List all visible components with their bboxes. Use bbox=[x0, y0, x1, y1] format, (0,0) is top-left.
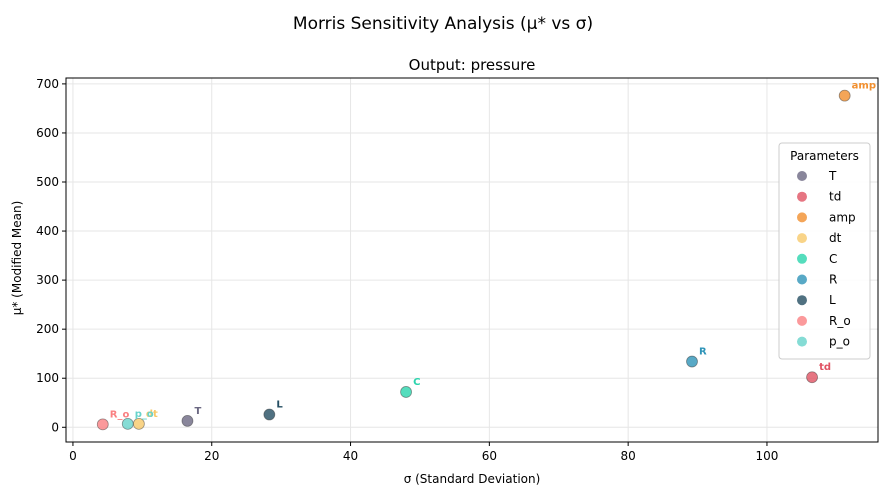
x-tick-label: 80 bbox=[621, 449, 636, 463]
chart-suptitle: Morris Sensitivity Analysis (μ* vs σ) bbox=[293, 14, 593, 34]
legend: Parameters Ttd amp dt CRL R_o p_o bbox=[778, 142, 871, 360]
point-label-amp: amp bbox=[852, 81, 876, 92]
legend-label-dt: dt bbox=[829, 231, 842, 245]
point-label-L: L bbox=[276, 400, 283, 411]
legend-marker-td bbox=[797, 191, 807, 202]
legend-marker-C bbox=[797, 253, 807, 264]
legend-marker-R_o bbox=[797, 315, 807, 326]
chart-title: Output: pressure bbox=[409, 56, 536, 74]
x-axis-label: σ (Standard Deviation) bbox=[404, 472, 541, 486]
legend-label-T: T bbox=[828, 169, 837, 183]
legend-marker-T bbox=[797, 171, 807, 181]
y-axis-label: μ* (Modified Mean) bbox=[10, 201, 24, 316]
point-amp bbox=[838, 89, 851, 102]
legend-marker-R bbox=[797, 274, 807, 285]
y-tick-label: 700 bbox=[36, 77, 59, 91]
x-tick-label: 40 bbox=[343, 449, 358, 463]
y-tick-label: 300 bbox=[36, 273, 59, 287]
legend-marker-L bbox=[797, 295, 807, 306]
plot-frame bbox=[65, 77, 879, 443]
y-tick-label: 600 bbox=[36, 126, 59, 140]
point-C bbox=[400, 386, 412, 398]
point-label-dt: dt bbox=[146, 409, 158, 420]
y-tick-label: 400 bbox=[36, 224, 59, 238]
legend-box bbox=[778, 142, 871, 360]
x-tick-label: 0 bbox=[69, 449, 77, 463]
point-label-C: C bbox=[413, 377, 420, 388]
point-label-T: T bbox=[194, 406, 201, 417]
y-tick-label: 200 bbox=[36, 322, 59, 336]
point-dt bbox=[132, 417, 145, 430]
point-L bbox=[263, 408, 276, 421]
axis-ticks: 0 20 40 60 80 100 0 100 200 300 400 500 600 700 bbox=[36, 77, 778, 463]
legend-label-C: C bbox=[829, 252, 837, 266]
legend-items: Ttd amp dt CRL R_o p_o bbox=[797, 169, 856, 349]
legend-label-R_o: R_o bbox=[829, 314, 851, 328]
x-tick-label: 20 bbox=[204, 449, 219, 463]
legend-label-R: R bbox=[829, 273, 837, 287]
point-T bbox=[181, 415, 194, 427]
y-tick-label: 500 bbox=[36, 175, 59, 189]
legend-label-td: td bbox=[829, 190, 841, 204]
point-label-p_o: p_o bbox=[135, 409, 154, 420]
legend-label-amp: amp bbox=[829, 210, 856, 224]
point-label-R: R bbox=[699, 347, 707, 358]
legend-marker-amp bbox=[797, 212, 807, 223]
legend-label-L: L bbox=[829, 293, 836, 307]
y-tick-label: 100 bbox=[36, 371, 59, 385]
y-tick-label: 0 bbox=[51, 420, 59, 434]
point-label-td: td bbox=[819, 362, 831, 373]
legend-title: Parameters bbox=[790, 149, 859, 163]
point-p_o bbox=[121, 417, 134, 430]
grid bbox=[66, 78, 878, 442]
point-td bbox=[806, 371, 818, 384]
x-tick-label: 60 bbox=[482, 449, 497, 463]
point-label-R_o: R_o bbox=[110, 409, 130, 420]
x-tick-label: 100 bbox=[756, 449, 779, 463]
data-points bbox=[96, 89, 851, 431]
legend-marker-dt bbox=[797, 233, 807, 244]
point-R bbox=[686, 355, 698, 368]
point-R_o bbox=[96, 418, 109, 431]
legend-marker-p_o bbox=[797, 336, 807, 347]
legend-label-p_o: p_o bbox=[829, 335, 850, 349]
